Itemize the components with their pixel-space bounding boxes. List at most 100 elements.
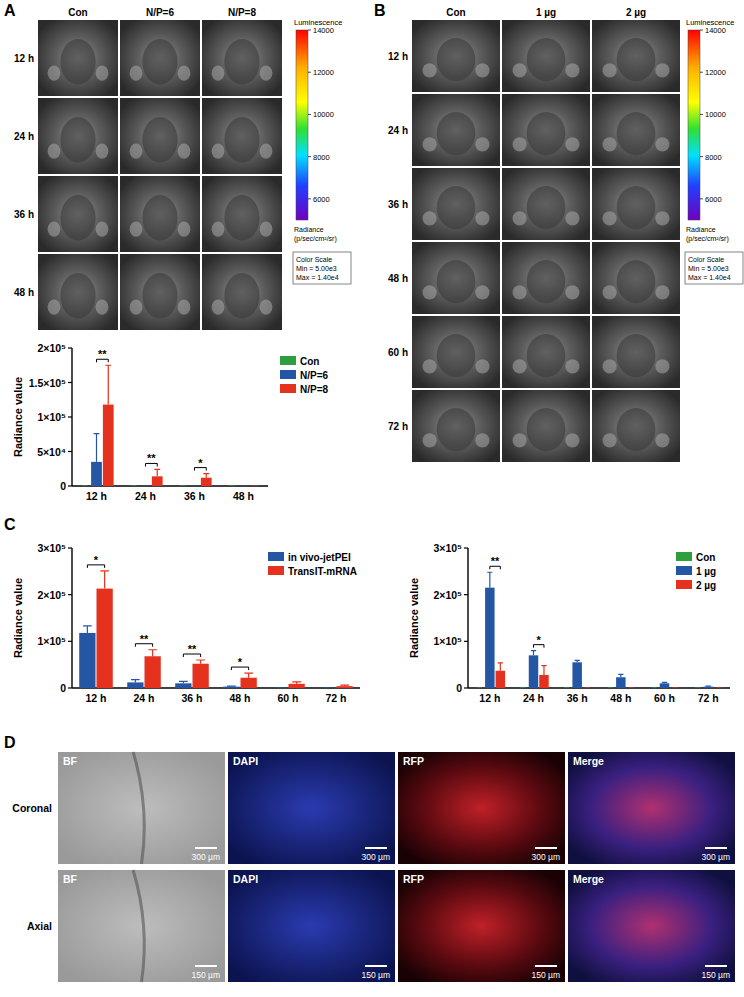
colorbar-tick-label: 14000	[705, 26, 726, 35]
colorbar-tick	[700, 30, 703, 31]
bar	[485, 588, 494, 688]
bar-chart: 01×10⁵2×10⁵3×10⁵12 h24 h36 h48 h60 h72 h…	[12, 542, 360, 704]
error-bar	[541, 666, 546, 675]
bar	[289, 684, 305, 688]
error-bar	[716, 687, 721, 688]
bar	[201, 478, 212, 486]
mouse-ear	[513, 359, 527, 373]
mouse-ear	[423, 137, 437, 151]
x-tick-label: 36 h	[181, 692, 202, 704]
bar	[693, 688, 702, 689]
x-axis	[72, 687, 360, 688]
mouse-image	[412, 20, 500, 92]
bar	[250, 486, 261, 487]
mouse-ear	[513, 285, 527, 299]
bar	[572, 662, 581, 688]
bar	[177, 486, 188, 487]
error-bar	[618, 674, 623, 677]
micrograph	[568, 870, 735, 982]
column-label: Merge	[573, 755, 604, 767]
column-label: BF	[63, 755, 78, 767]
error-bar	[180, 485, 186, 486]
mouse-ear	[48, 222, 61, 237]
scale-bar	[195, 847, 217, 849]
mouse-ear	[655, 285, 669, 299]
error-bar	[83, 626, 92, 633]
y-tick-label: 5×10⁴	[37, 446, 66, 458]
mouse-ear	[48, 66, 61, 81]
legend-label: N/P=8	[300, 384, 329, 395]
mouse-head	[437, 112, 476, 155]
column-label: 1 µg	[536, 7, 556, 18]
scale-box-text: Color Scale	[296, 256, 332, 263]
x-axis	[468, 687, 730, 688]
error-bar	[564, 687, 569, 688]
y-axis	[467, 548, 468, 688]
row-label: 36 h	[14, 209, 34, 220]
significance-label: **	[188, 643, 197, 655]
error-bar	[585, 687, 590, 688]
error-bar	[179, 681, 188, 683]
column-label: N/P=6	[146, 7, 175, 18]
scale-box	[293, 252, 351, 284]
colorbar-label: (p/sec/cm²/sr)	[294, 235, 337, 243]
x-tick-label: 24 h	[523, 692, 544, 704]
mouse-ear	[423, 359, 437, 373]
column-label: Merge	[573, 873, 604, 885]
mouse-head	[617, 38, 656, 81]
micrograph	[228, 752, 395, 864]
colorbar-tick-label: 8000	[705, 153, 722, 162]
mouse-ear	[603, 433, 617, 447]
mouse-head	[224, 195, 259, 241]
colorbar-tick-label: 14000	[313, 26, 334, 35]
column-label: RFP	[403, 873, 424, 885]
bar	[79, 486, 90, 487]
mouse-ear	[603, 285, 617, 299]
y-tick-label: 2×10⁵	[37, 589, 66, 601]
y-tick-label: 0	[60, 480, 66, 492]
error-bar	[531, 651, 536, 656]
mouse-ear	[178, 66, 191, 81]
mouse-head	[224, 117, 259, 163]
row-label: Coronal	[12, 802, 52, 814]
mouse-head	[527, 112, 566, 155]
column-label: RFP	[403, 755, 424, 767]
scale-bar-label: 300 µm	[191, 852, 220, 862]
y-tick-label: 3×10⁵	[433, 542, 462, 554]
scale-box-text: Min = 5.00e3	[688, 265, 729, 272]
mouse-ear	[178, 144, 191, 159]
mouse-ear	[655, 211, 669, 225]
mouse-image	[592, 94, 680, 166]
bar	[703, 687, 712, 688]
colorbar: Luminescence14000120001000080006000Radia…	[293, 18, 351, 284]
y-tick-label: 1.5×10⁵	[29, 377, 66, 389]
mouse-image	[592, 242, 680, 314]
mouse-ear	[423, 211, 437, 225]
mouse-ear	[475, 63, 489, 77]
error-bar	[695, 687, 700, 688]
mouse-head	[527, 260, 566, 303]
y-axis-label: Radiance value	[12, 578, 24, 658]
bar	[583, 688, 592, 689]
row-label: 60 h	[388, 347, 408, 358]
bar	[128, 486, 139, 487]
bar	[238, 486, 249, 487]
mouse-ear	[565, 359, 579, 373]
error-bar	[154, 469, 160, 476]
mouse-head	[60, 273, 95, 319]
colorbar-tick-label: 6000	[705, 195, 722, 204]
row-label: Axial	[27, 920, 52, 932]
scale-box-text: Max = 1.40e4	[296, 274, 339, 281]
scale-box-text: Min = 5.00e3	[296, 265, 337, 272]
error-bar	[323, 687, 332, 688]
x-tick-label: 36 h	[184, 490, 205, 502]
colorbar-tick	[308, 198, 311, 199]
mouse-ear	[423, 285, 437, 299]
colorbar-tick-label: 10000	[705, 110, 726, 119]
x-tick-label: 24 h	[135, 490, 156, 502]
scale-bar	[705, 847, 727, 849]
marks	[477, 572, 722, 688]
column-label: Con	[446, 7, 465, 18]
mouse-ear	[655, 137, 669, 151]
colorbar-tick-label: 10000	[313, 110, 334, 119]
